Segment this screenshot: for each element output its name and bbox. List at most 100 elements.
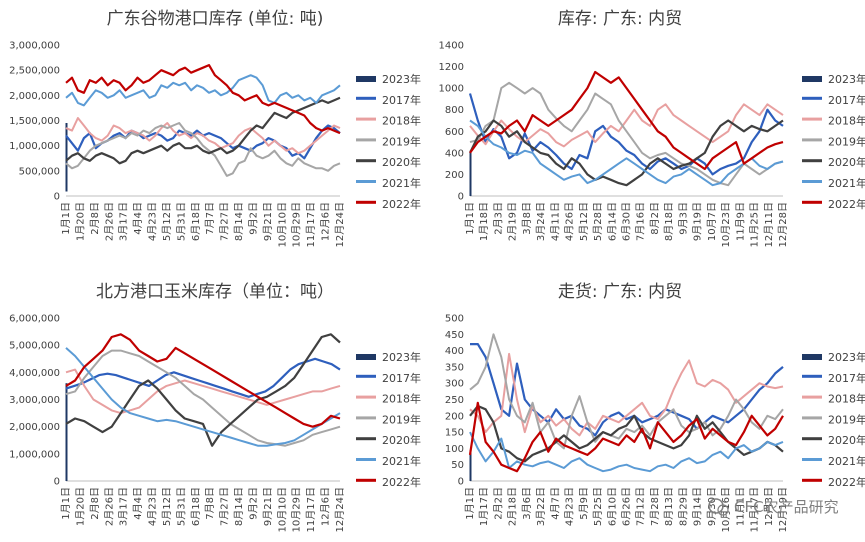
x-tick-label: 6月18日 [190,202,202,241]
x-tick-label: 12月19日 [777,487,789,532]
x-tick-label: 7月12日 [635,487,647,526]
x-tick-label: 3月17日 [118,202,130,241]
x-tick-label: 9月30日 [706,487,718,526]
series-line-2019 [469,81,784,187]
x-tick-label: 4月4日 [132,487,144,520]
x-tick-label: 2月3日 [492,202,504,235]
legend-swatch [802,200,822,204]
x-tick-label: 6月26日 [621,487,633,526]
legend-swatch [356,96,376,100]
series-line-2019 [65,122,341,177]
x-tick-label: 9月19日 [692,202,704,241]
x-tick-label: 1月1日 [60,202,72,235]
x-tick-label: 9月2日 [247,202,259,235]
legend-swatch [802,437,822,441]
series-line-2018 [65,117,341,155]
y-tick-label: 50 [451,460,464,471]
x-tick-label: 1月1日 [464,487,476,520]
series-line-2019 [469,333,784,450]
x-tick-label: 6月14日 [606,202,618,241]
legend-label: 2018年 [828,392,865,406]
y-tick-label: 1,000,000 [9,449,60,460]
x-tick-label: 12月6日 [320,487,332,526]
x-tick-label: 6月10日 [606,487,618,526]
x-tick-label: 8月18日 [663,202,675,241]
legend-label: 2019年 [382,412,421,426]
legend-label: 2022年 [828,475,865,489]
series-line-2017 [468,93,784,176]
legend-label: 2023年 [382,72,421,86]
x-tick-label: 7月8日 [204,487,216,520]
x-tick-label: 12月24日 [334,487,346,532]
x-tick-label: 8月29日 [677,487,689,526]
chart-title: 广东谷物港口库存 (单位: 吨) [107,9,324,29]
x-tick-label: 2月26日 [103,487,115,526]
y-tick-label: 600 [445,127,464,138]
series-line-2021 [469,119,784,187]
x-tick-label: 5月12日 [578,202,590,241]
legend-swatch [802,374,822,378]
y-tick-label: 500,000 [19,166,60,177]
x-tick-label: 3月8日 [521,202,533,235]
x-tick-label: 9月2日 [247,487,259,520]
y-tick-label: 0 [458,192,464,203]
x-tick-label: 12月24日 [334,202,346,247]
series-line-2022 [468,401,784,473]
x-tick-label: 8月14日 [233,202,245,241]
x-tick-label: 11月25日 [749,202,761,247]
y-tick-label: 800 [445,105,464,116]
x-tick-label: 2月8日 [89,202,101,235]
x-tick-label: 12月6日 [320,202,332,241]
x-tick-label: 11月9日 [734,202,746,241]
y-tick-label: 4,000,000 [9,368,60,379]
legend-label: 2021年 [382,454,421,468]
y-tick-label: 0 [54,477,60,488]
chart-title: 走货: 广东: 内贸 [558,282,682,302]
x-tick-label: 10月16日 [720,487,732,532]
legend-swatch [356,159,376,163]
x-tick-label: 1月1日 [60,487,72,520]
legend-swatch [356,180,376,183]
x-tick-label: 5月28日 [592,202,604,241]
legend-swatch [802,180,822,183]
legend-swatch [802,354,822,360]
x-tick-label: 10月29日 [291,202,303,247]
legend-label: 2019年 [828,412,865,426]
chart-guangdong-grain-port-stock: 广东谷物港口库存 (单位: 吨) 0 500,000 1,000,000 1,500,0… [9,9,421,247]
x-tick-label: 12月28日 [777,202,789,247]
series-line-2022 [469,70,784,171]
x-tick-label: 8月2日 [649,202,661,235]
legend-label: 2021年 [382,176,421,190]
y-tick-label: 1400 [439,41,464,52]
series-line-2018 [65,368,341,415]
x-tick-label: 5月12日 [161,487,173,526]
x-tick-label: 9月21日 [262,487,274,526]
x-tick-label: 6月18日 [190,487,202,526]
y-tick-label: 200 [445,170,464,181]
y-tick-label: 200 [445,411,464,422]
legend-swatch [356,458,376,461]
x-tick-label: 10月7日 [706,202,718,241]
series-line-2022 [65,333,341,428]
legend-swatch [802,478,822,482]
y-tick-label: 250 [445,395,464,406]
watermark: CFC农产品研究 [708,498,839,516]
y-tick-label: 400 [445,346,464,357]
legend-label: 2023年 [382,350,421,364]
x-tick-label: 4月4日 [132,202,144,235]
y-tick-label: 450 [445,330,464,341]
series-line-2020 [469,119,784,187]
series-line-2019 [65,349,341,447]
series-line-2021 [65,347,341,447]
legend-swatch [356,395,376,399]
legend-swatch [356,200,376,204]
y-tick-label: 400 [445,148,464,159]
legend-swatch [802,159,822,163]
x-tick-label: 7月28日 [649,487,661,526]
legend-label: 2017年 [382,93,421,107]
y-tick-label: 1200 [439,62,464,73]
chart-title: 库存: 广东: 内贸 [558,9,682,29]
x-tick-label: 4月11日 [549,202,561,241]
legend-label: 2022年 [382,475,421,489]
x-tick-label: 4月23日 [147,202,159,241]
